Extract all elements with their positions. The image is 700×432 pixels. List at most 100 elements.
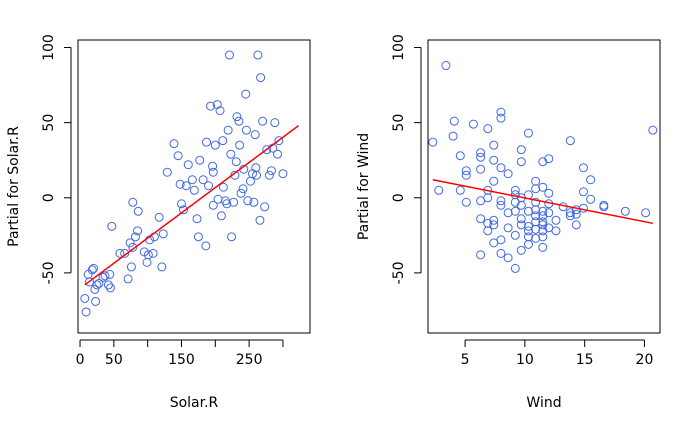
data-point xyxy=(187,175,197,185)
data-point xyxy=(476,148,486,158)
x-tick-label: 10 xyxy=(516,352,534,368)
data-point xyxy=(565,136,575,146)
data-point xyxy=(208,167,218,177)
data-point xyxy=(227,232,237,242)
data-point xyxy=(538,206,548,216)
data-point xyxy=(496,113,506,123)
data-point xyxy=(249,197,259,207)
data-point xyxy=(489,215,499,225)
data-point xyxy=(260,202,270,212)
data-point xyxy=(544,208,554,218)
data-point xyxy=(226,149,236,159)
data-point xyxy=(531,233,541,243)
data-point xyxy=(258,116,268,126)
data-point xyxy=(571,209,581,219)
data-point xyxy=(251,163,261,173)
data-point xyxy=(179,205,189,215)
data-point xyxy=(483,124,493,134)
data-point xyxy=(212,100,222,110)
data-point xyxy=(516,245,526,255)
data-point xyxy=(241,89,251,99)
data-point xyxy=(476,214,486,224)
data-point xyxy=(208,161,218,171)
data-point xyxy=(516,220,526,230)
data-point xyxy=(195,155,205,165)
data-point xyxy=(565,208,575,218)
data-point xyxy=(252,170,262,180)
data-point xyxy=(262,145,272,155)
data-point xyxy=(510,206,520,216)
data-point xyxy=(503,253,513,263)
data-point xyxy=(538,232,548,242)
data-point xyxy=(571,205,581,215)
data-point xyxy=(455,151,465,161)
data-point xyxy=(181,181,191,191)
x-tick-label: 250 xyxy=(236,352,263,368)
x-tick-label: 0 xyxy=(76,352,85,368)
data-point xyxy=(157,262,167,272)
data-point xyxy=(476,196,486,206)
data-point xyxy=(516,145,526,155)
data-point xyxy=(183,160,193,170)
data-point xyxy=(107,221,117,231)
data-point xyxy=(531,211,541,221)
y-tick-label: 0 xyxy=(41,193,57,202)
data-point xyxy=(510,230,520,240)
data-point xyxy=(531,224,541,234)
data-point xyxy=(476,164,486,174)
data-point xyxy=(206,101,216,111)
data-point xyxy=(476,152,486,162)
data-point xyxy=(218,136,228,146)
data-point xyxy=(87,265,97,275)
data-point xyxy=(483,226,493,236)
data-point xyxy=(448,131,458,141)
data-point xyxy=(428,137,438,147)
data-point xyxy=(274,136,284,146)
data-point xyxy=(105,269,115,279)
data-point xyxy=(538,226,548,236)
data-point xyxy=(245,176,255,186)
data-point xyxy=(223,125,233,135)
data-point xyxy=(91,296,101,306)
data-point xyxy=(234,116,244,126)
x-tick-label: 5 xyxy=(461,352,470,368)
data-point xyxy=(449,116,459,126)
data-point xyxy=(620,206,630,216)
data-point xyxy=(225,50,235,60)
data-point xyxy=(571,220,581,230)
data-point xyxy=(455,185,465,195)
data-point xyxy=(270,118,280,128)
data-point xyxy=(523,128,533,138)
data-point xyxy=(544,154,554,164)
data-point xyxy=(94,278,104,288)
data-point xyxy=(238,184,248,194)
plot-frame xyxy=(77,39,311,334)
data-point xyxy=(496,248,506,258)
data-point xyxy=(523,239,533,249)
data-point xyxy=(476,250,486,260)
y-axis-label: Partial for Solar.R xyxy=(6,126,22,247)
data-point xyxy=(201,241,211,251)
x-tick-label: 50 xyxy=(105,352,123,368)
data-point xyxy=(510,263,520,273)
data-point xyxy=(125,238,135,248)
data-point xyxy=(169,139,179,149)
data-point xyxy=(158,229,168,239)
data-point xyxy=(461,197,471,207)
data-point xyxy=(216,211,226,221)
data-point xyxy=(232,112,242,122)
data-point xyxy=(516,157,526,167)
fit-line xyxy=(84,125,299,286)
data-point xyxy=(143,250,153,260)
x-axis-label: Solar.R xyxy=(170,395,219,411)
data-point xyxy=(538,217,548,227)
data-point xyxy=(510,197,520,207)
data-point xyxy=(489,155,499,165)
data-point xyxy=(648,125,658,135)
data-point xyxy=(198,175,208,185)
data-point xyxy=(531,176,541,186)
data-point xyxy=(551,226,561,236)
data-point xyxy=(531,205,541,215)
data-point xyxy=(241,125,251,135)
data-point xyxy=(565,211,575,221)
